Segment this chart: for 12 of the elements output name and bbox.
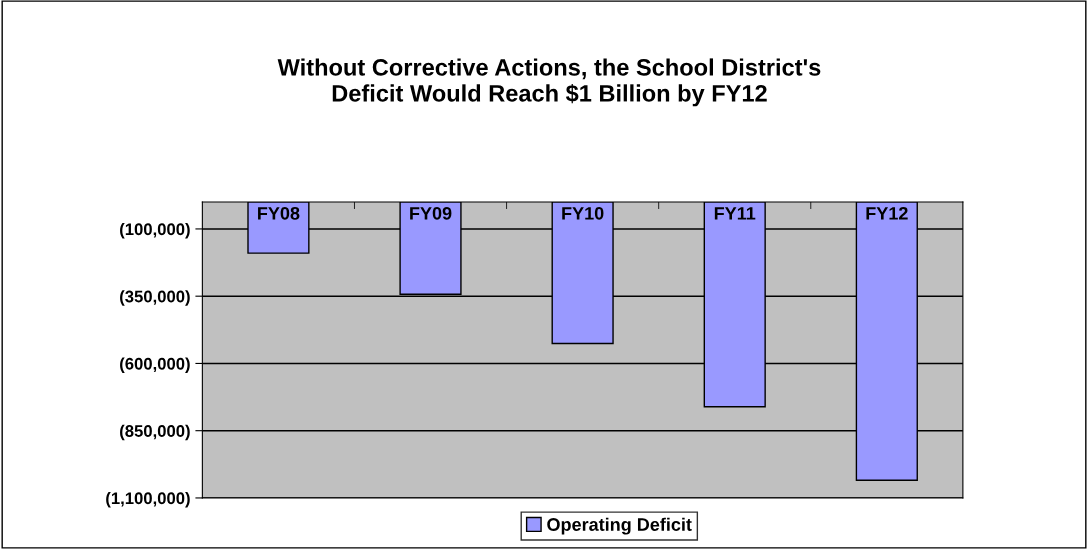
x-tick-label: FY08 [258,206,300,220]
chart-title: Without Corrective Actions, the School District's Deficit Would Reach $1 Billion by FY12 [277,58,821,107]
y-tick-label: (100,000) [120,222,190,239]
y-tick-label: (1,100,000) [106,491,190,508]
x-tick-label: FY10 [562,206,604,220]
x-tick-label: FY12 [866,206,908,220]
y-tick-label: (350,000) [120,290,190,306]
x-tick-label: FY09 [410,206,452,220]
x-tick-label: FY11 [714,207,756,220]
y-tick-label: (850,000) [120,424,190,441]
legend-label: Operating Deficit [547,517,692,535]
y-tick-label: (600,000) [120,357,190,373]
